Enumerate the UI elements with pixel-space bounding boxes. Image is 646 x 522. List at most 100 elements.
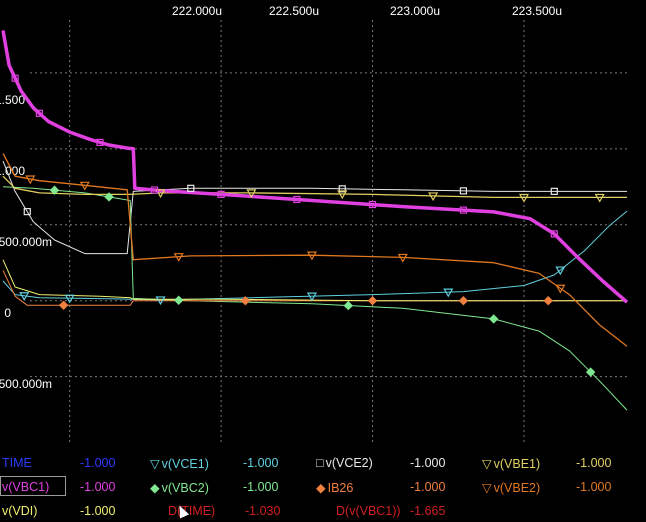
series-line-v-vce1: [2, 210, 628, 301]
series-marker-v-vce2: [23, 208, 31, 216]
legend-label-text: D(v(VBC1)): [336, 504, 401, 518]
series-marker-v-vbc1: [96, 138, 104, 146]
legend-label[interactable]: ▽ v(VCE1): [150, 456, 209, 471]
series-marker-v-vbe2: [79, 181, 90, 191]
legend-label[interactable]: □ v(VCE2): [316, 456, 373, 470]
series-marker-v-vbe2: [306, 251, 318, 261]
series-marker-v-vbc1: [150, 186, 159, 194]
series-marker-v-vce1: [155, 296, 166, 306]
legend-value: -1.000: [243, 456, 279, 470]
series-marker-v-vce2: [338, 185, 346, 193]
legend-value: -1.000: [410, 480, 446, 494]
legend-value: -1.000: [80, 504, 116, 518]
series-marker-ib26: [367, 296, 378, 306]
series-marker-v-vbc2: [104, 192, 114, 202]
x-tick-label: 223.500u: [512, 4, 562, 18]
series-marker-v-vbc2: [173, 295, 184, 305]
x-axis-ticks: 222.000u 222.500u 223.000u 223.500u: [172, 4, 562, 18]
legend-label-text: v(VBE2): [493, 481, 541, 495]
series-marker-v-vbc1: [459, 206, 468, 214]
x-tick-label: 222.000u: [172, 4, 222, 18]
x-tick-label: 223.000u: [390, 4, 440, 18]
x-tick-label: 222.500u: [269, 4, 319, 18]
triangle-down-icon: ▽: [482, 481, 492, 495]
legend-label-text: D(TIME): [168, 504, 216, 518]
series-marker-v-vbe2: [397, 253, 408, 263]
legend-label[interactable]: D(TIME): [168, 504, 215, 518]
legend-label[interactable]: ◆ v(VBC2): [150, 480, 209, 495]
series-marker-ib26: [240, 296, 251, 306]
y-tick-label: -500.000m: [0, 377, 52, 391]
series-line-v-vce2: [2, 160, 627, 255]
series-marker-v-vbe1: [518, 193, 530, 203]
legend-label[interactable]: ▽ v(VBE2): [482, 480, 540, 495]
legend-label-text: IB26: [327, 481, 354, 495]
triangle-down-icon: ▽: [150, 457, 160, 471]
series-marker-v-vbe2: [555, 284, 566, 294]
legend-label-text: v(VBC2): [161, 481, 209, 495]
diamond-icon: ◆: [150, 481, 160, 495]
plot-area[interactable]: 222.000u 222.500u 223.000u 223.500u 1.50…: [0, 0, 646, 450]
series-marker-v-vce1: [306, 292, 318, 302]
series-markers: [11, 74, 605, 377]
diamond-icon: ◆: [316, 481, 326, 495]
series-marker-v-vbe2: [25, 175, 36, 185]
series-line-v-vbc2: [2, 186, 628, 411]
legend-value: -1.000: [410, 456, 446, 470]
series-marker-ib26: [58, 300, 69, 310]
series-marker-v-vce2: [459, 187, 468, 195]
legend-row: v(VDI) -1.000 D(TIME) -1.030 D(v(VBC1)) -1.66…: [0, 500, 646, 522]
legend-label[interactable]: v(VDI): [2, 504, 37, 518]
y-tick-label: 500.000m: [0, 235, 52, 249]
legend-label-text: v(VDI): [2, 504, 38, 518]
series-marker-ib26: [458, 296, 469, 306]
legend-label-text: v(VBC1): [2, 480, 50, 494]
legend-row: TIME -1.000 ▽ v(VCE1) -1.000 □ v(VCE2) -1.000 ▽ v…: [0, 452, 646, 474]
series-marker-v-vbc1: [293, 195, 301, 204]
series-marker-v-vce1: [555, 266, 566, 276]
legend-label-text: v(VCE1): [161, 457, 209, 471]
y-tick-label: 0: [4, 306, 11, 320]
series-marker-v-vbe1: [155, 189, 166, 199]
y-axis-ticks: 1.500 1.000 500.000m 0 -500.000m: [0, 93, 52, 391]
series-marker-v-vbe1: [594, 193, 605, 203]
series-marker-v-vbe2: [173, 253, 184, 262]
series-marker-v-vce1: [443, 288, 454, 298]
legend-value: -1.000: [576, 456, 612, 470]
legend-value: -1.000: [243, 480, 279, 494]
series-marker-ib26: [543, 296, 553, 306]
series-marker-v-vbe1: [337, 190, 348, 200]
series-marker-v-vbc2: [49, 185, 60, 195]
series-line-v-vbe1: [2, 175, 627, 199]
series-marker-v-vce1: [19, 292, 30, 301]
y-tick-label: 1.500: [0, 93, 25, 107]
legend-selection-box: [0, 476, 66, 496]
series-line-v-vdi: [2, 259, 627, 302]
legend-label-text: v(VCE2): [325, 456, 373, 470]
legend-value: -1.000: [80, 480, 116, 494]
series-marker-v-vbe1: [428, 192, 439, 202]
legend-row: v(VBC1) -1.000 ◆ v(VBC2) -1.000 ◆ IB26 -1.000 ▽ v…: [0, 476, 646, 498]
series-marker-v-vce1: [64, 294, 75, 304]
legend-label-text: TIME: [2, 456, 32, 470]
legend-value: -1.665: [410, 504, 446, 518]
series-marker-v-vce2: [550, 187, 558, 195]
series-marker-v-vbc1: [550, 230, 558, 238]
legend-value: -1.030: [245, 504, 281, 518]
series-marker-v-vbe1: [246, 189, 257, 199]
legend-label[interactable]: ◆ IB26: [316, 480, 353, 495]
series-marker-v-vbc1: [217, 190, 225, 199]
series-marker-v-vbc1: [35, 109, 43, 117]
series-line-v-vbe2: [2, 153, 628, 347]
series-marker-v-vce2: [187, 184, 195, 192]
square-icon: □: [316, 456, 324, 470]
legend-label[interactable]: v(VBC1): [2, 480, 49, 494]
series-marker-v-vbc1: [11, 74, 19, 82]
legend-label[interactable]: TIME: [2, 456, 32, 470]
series-marker-v-vbc1: [368, 200, 377, 209]
series-marker-v-vbc2: [488, 314, 499, 324]
legend-label-text: v(VBE1): [493, 457, 541, 471]
legend-label[interactable]: ▽ v(VBE1): [482, 456, 540, 471]
legend-label[interactable]: D(v(VBC1)): [336, 504, 401, 518]
series-marker-v-vbc2: [343, 300, 354, 311]
